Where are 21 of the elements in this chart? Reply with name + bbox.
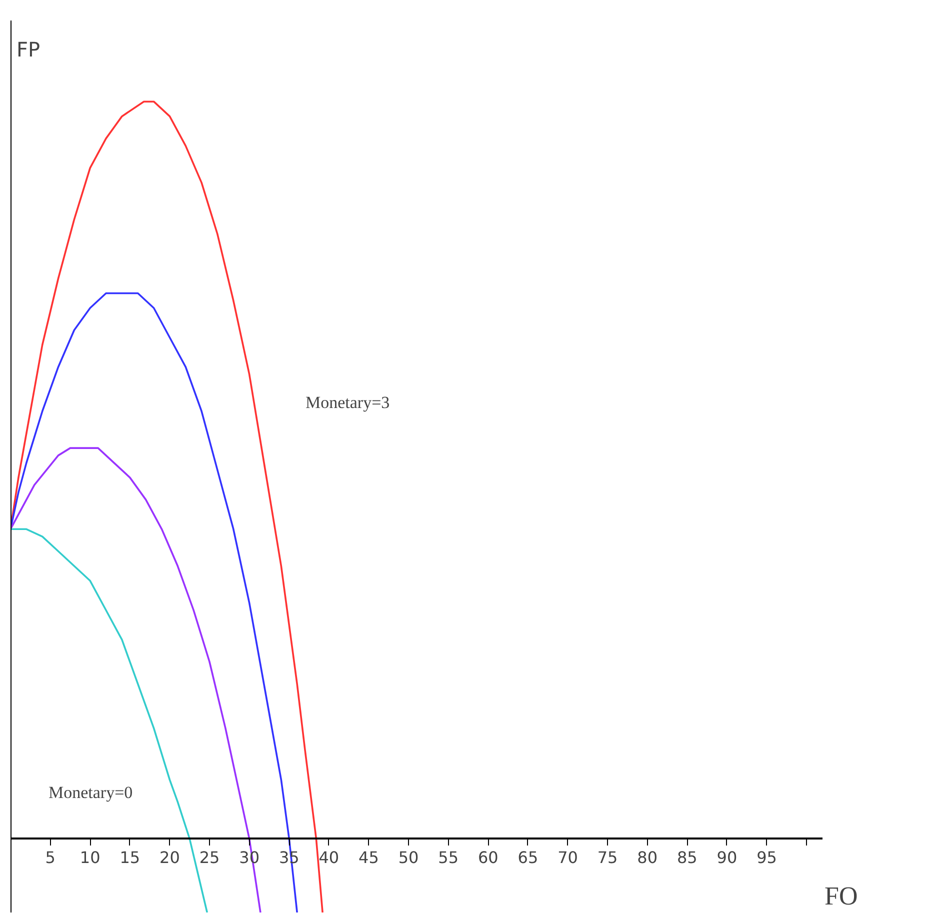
x-tick-label: 85	[676, 848, 698, 867]
x-axis-title: FO	[824, 882, 858, 910]
y-axis-title: FP	[16, 38, 40, 62]
x-tick-label: 5	[45, 848, 56, 867]
x-tick-label: 25	[199, 848, 220, 867]
x-tick-label: 75	[597, 848, 618, 867]
x-tick-label: 40	[318, 848, 340, 867]
x-tick-label: 20	[160, 848, 180, 867]
x-tick-label: 10	[80, 848, 100, 867]
annotation: Monetary=3	[306, 393, 390, 412]
x-tick-label: 90	[716, 848, 738, 867]
x-tick-label: 60	[478, 848, 498, 867]
x-tick-label: 70	[558, 848, 578, 867]
x-tick-label: 50	[398, 848, 419, 867]
x-tick-label: 45	[358, 848, 379, 867]
x-tick-label: 55	[438, 848, 459, 867]
annotation: Monetary=0	[48, 783, 133, 802]
x-tick-label: 95	[756, 848, 777, 867]
x-tick-label: 65	[518, 848, 538, 867]
x-tick-label: 15	[120, 848, 140, 867]
x-tick-label: 80	[637, 848, 658, 867]
